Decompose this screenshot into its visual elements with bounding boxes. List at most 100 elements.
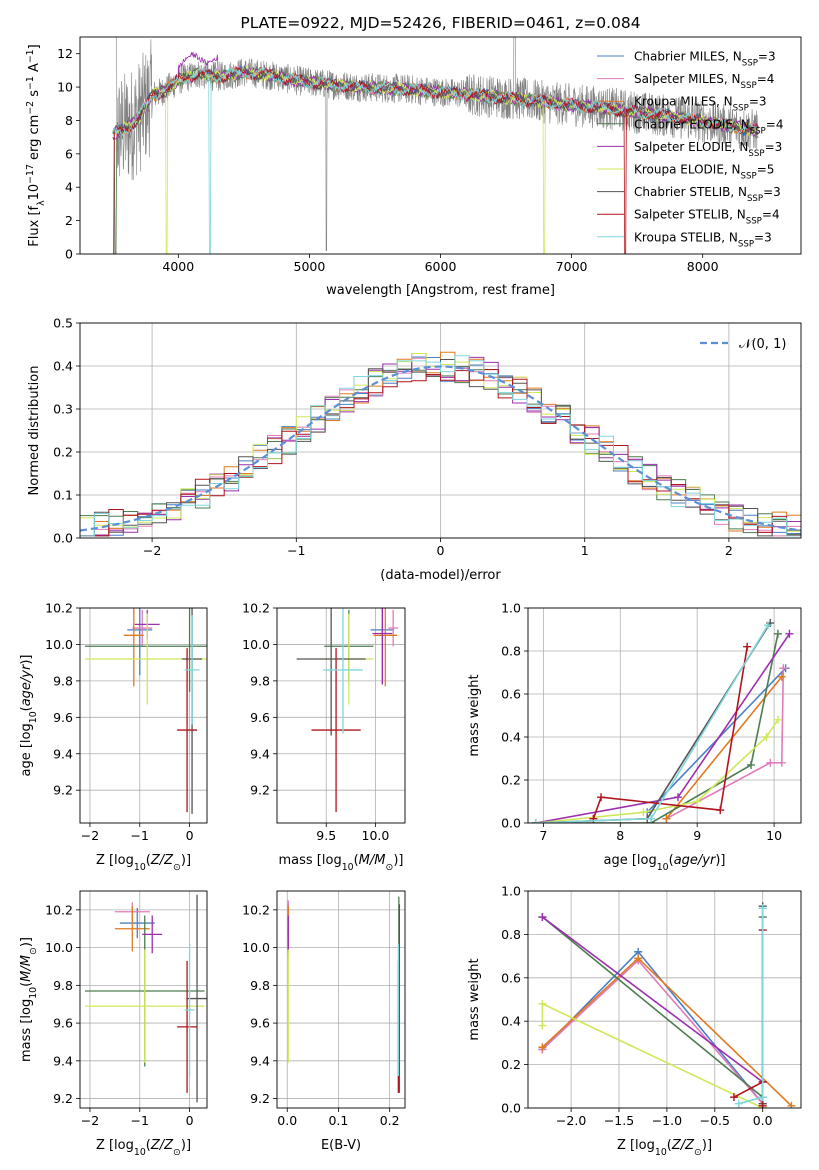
y-tick-label: 9.8 xyxy=(53,673,73,688)
y-tick-label: 0.0 xyxy=(501,816,521,831)
label-part: Z [log xyxy=(96,853,134,868)
legend-entry: Kroupa ELODIE, NSSP=5 xyxy=(634,163,774,182)
y-tick-label: 10.2 xyxy=(45,601,73,616)
weight-marker xyxy=(779,664,788,673)
observed-spectrum xyxy=(116,37,758,251)
x-tick-label: −2 xyxy=(81,1113,99,1128)
label-part: =3 xyxy=(758,50,776,64)
label-part: =3 xyxy=(765,140,783,154)
weight-line xyxy=(541,916,764,1108)
y-tick-label: 10.0 xyxy=(242,637,270,652)
label-part: Z/Z xyxy=(671,1138,695,1153)
weight-line xyxy=(535,633,779,823)
x-tick-label: 8 xyxy=(616,828,624,843)
label-part: 10 xyxy=(342,862,354,873)
label-part: −1 xyxy=(25,76,36,90)
x-axis-label: (data-model)/error xyxy=(380,568,501,583)
label-part: M/M xyxy=(19,955,34,982)
errorbar-point xyxy=(84,949,205,1063)
label-part: =3 xyxy=(763,185,781,199)
weight-marker xyxy=(597,793,606,802)
x-tick-label: −2 xyxy=(81,828,99,843)
label-part: ⊙ xyxy=(694,1147,702,1158)
axes-frame xyxy=(527,607,802,824)
plot-area xyxy=(538,902,796,1108)
label-part: )] xyxy=(181,1138,191,1153)
plot-area xyxy=(112,37,759,254)
y-tick-label: 1.0 xyxy=(501,601,521,616)
x-axis-label: Z [log10(Z/Z⊙)] xyxy=(96,853,191,873)
y-tick-label: 9.8 xyxy=(250,673,270,688)
model-spectrum-elodie-kroupa xyxy=(112,64,759,254)
weight-marker xyxy=(773,629,782,638)
weight-line xyxy=(535,719,779,823)
label-part: mass [log xyxy=(19,999,34,1062)
legend-entry: Salpeter ELODIE, NSSP=3 xyxy=(634,140,782,159)
x-tick-label: −2 xyxy=(143,543,161,558)
legend-entry: Kroupa STELIB, NSSP=3 xyxy=(634,230,772,249)
label-part: s xyxy=(27,90,42,101)
histogram-elodie-kroupa xyxy=(80,353,801,532)
axes-frame xyxy=(79,322,802,539)
axes-frame xyxy=(276,607,406,824)
y-tick-label: 10.0 xyxy=(242,940,270,955)
plot-area xyxy=(531,619,794,823)
weight-marker xyxy=(538,1043,547,1052)
label-part: 10 xyxy=(27,184,42,201)
x-axis-label: mass [log10(M/M⊙)] xyxy=(279,853,404,873)
y-tick-label: 0.0 xyxy=(53,531,73,546)
plot-area xyxy=(80,351,801,537)
x-tick-label: 6000 xyxy=(425,259,457,274)
x-tick-label: 0.1 xyxy=(328,1113,348,1128)
y-tick-label: 9.4 xyxy=(250,746,270,761)
panel-6: −2 −1 09.29.49.69.810.010.2Z [log10(Z/Z⊙)]… xyxy=(19,890,208,1158)
errorbar-point xyxy=(127,608,153,676)
label-part: Chabrier MILES, N xyxy=(634,50,742,64)
panel-2: −2 −1 0 1 2 0.0 0.1 0.2 0.3 0.4 0.5 𝒩(0, 1) (data-mo… xyxy=(27,316,802,583)
weight-marker xyxy=(758,1093,767,1102)
label-part: 10 xyxy=(655,1147,667,1158)
weight-marker xyxy=(758,1101,767,1108)
x-tick-label: 7000 xyxy=(556,259,588,274)
x-tick-label: 0 xyxy=(186,828,194,843)
y-tick-label: 9.6 xyxy=(53,1016,73,1031)
label-part: ⊙ xyxy=(173,1147,181,1158)
errorbar-point xyxy=(123,608,144,687)
y-tick-label: 0.4 xyxy=(501,730,521,745)
x-tick-label: −1.0 xyxy=(652,1113,682,1128)
legend-entry: Chabrier MILES, NSSP=3 xyxy=(634,50,776,69)
label-part: Kroupa STELIB, N xyxy=(634,230,738,244)
errorbar-point xyxy=(287,915,289,954)
label-part: erg cm xyxy=(27,115,42,164)
y-tick-label: 2 xyxy=(65,213,73,228)
errorbar-point xyxy=(311,648,361,813)
weight-line xyxy=(535,624,769,823)
label-part: SSP xyxy=(748,149,764,159)
label-part: ( xyxy=(19,706,34,711)
label-part: SSP xyxy=(741,81,757,91)
label-part: ( xyxy=(146,853,151,868)
label-part: ( xyxy=(146,1138,151,1153)
label-part: ( xyxy=(354,853,359,868)
label-part: Kroupa MILES, N xyxy=(634,95,733,109)
axes-frame xyxy=(79,36,802,255)
y-axis-label: Normed distribution xyxy=(27,366,42,496)
weight-marker xyxy=(662,814,671,823)
errorbar-point xyxy=(287,949,289,1063)
label-part: λ xyxy=(36,200,47,206)
label-part: =4 xyxy=(766,117,784,131)
label-part: A xyxy=(27,63,42,76)
plot-area xyxy=(84,894,207,1103)
y-tick-label: 0.2 xyxy=(53,445,73,460)
label-part: ] xyxy=(27,44,42,49)
label-part: Z/Z xyxy=(150,1138,174,1153)
weight-marker xyxy=(729,1093,738,1102)
axes-frame xyxy=(276,890,406,1109)
weight-marker xyxy=(639,808,648,817)
errorbar-point xyxy=(397,943,399,1076)
plot-area xyxy=(296,608,399,813)
errorbar-point xyxy=(184,943,195,1076)
axes-frame xyxy=(79,890,208,1109)
weight-marker xyxy=(785,629,794,638)
